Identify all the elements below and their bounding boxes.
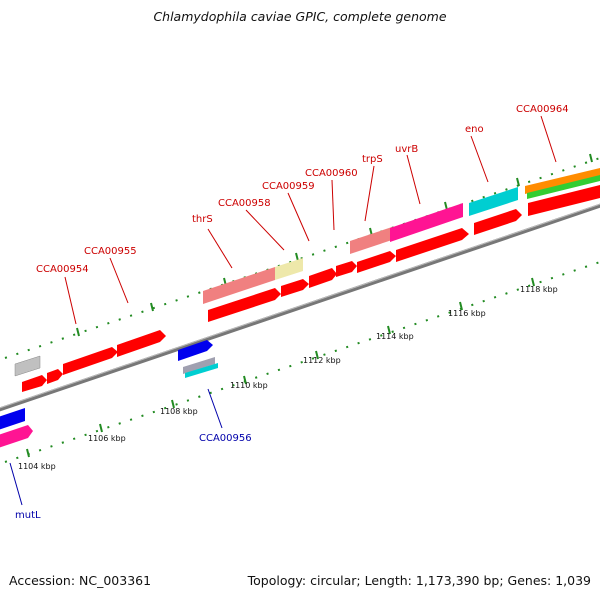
cds-block-cca00956 [185,363,218,378]
label-leaders [9,115,557,506]
tick-label: 1114 kbp [376,332,414,341]
lower-major-ticks [26,277,535,458]
gene-block-thrS [203,267,275,304]
tick-label: 1108 kbp [160,407,198,416]
upper-tick-row [4,157,600,359]
lower-tick-row [4,261,600,463]
gene-block-cca00964-green [527,175,600,199]
genome-summary-text: Topology: circular; Length: 1,173,390 bp… [247,573,591,588]
gene-label-cca00960: CCA00960 [305,168,358,179]
gene-block-uvrB [390,203,463,242]
gene-features [0,168,600,448]
cds-arrow-trpS [357,251,396,273]
gene-label-cca00964: CCA00964 [516,104,569,115]
cds-arrow-uvrB [396,228,469,262]
cds-arrow-cca00960 [336,261,357,277]
cds-arrow [47,369,63,384]
cds-arrow-cca00958 [281,279,309,297]
cds-arrow-cca00959 [309,268,337,288]
gene-label-cca00956: CCA00956 [199,433,252,444]
gene-label-trpS: trpS [362,154,383,165]
accession-text: Accession: NC_003361 [9,573,152,588]
tick-label: 1104 kbp [18,462,56,471]
gene-label-eno: eno [465,124,484,135]
gene-block-trpS [350,227,392,254]
gene-block-cca00958 [275,258,303,280]
gene-label-cca00958: CCA00958 [218,198,271,209]
gene-block-gray-2 [183,357,215,374]
cds-arrow [22,375,47,392]
tick-label: 1112 kbp [303,356,341,365]
gene-label-cca00959: CCA00959 [262,181,315,192]
tick-label: 1106 kbp [88,434,126,443]
map-title: Chlamydophila caviae GPIC, complete geno… [153,9,447,24]
gene-label-uvrB: uvrB [395,144,418,155]
gene-label-mutL: mutL [15,510,41,521]
gene-block-cca00964-orange [525,168,600,194]
genome-backbone [0,203,600,412]
genome-backbone-highlight [0,203,600,409]
gene-block-mutL [0,408,25,430]
cds-arrow-cca00964 [528,185,600,216]
gene-label-thrS: thrS [192,214,213,225]
tick-label: 1110 kbp [230,381,268,390]
gene-block-gray [14,355,41,377]
cds-arrow-cca00955 [117,330,166,357]
gene-block-cca00956 [178,340,213,361]
cds-arrow-thrS [208,288,281,322]
cds-arrow-eno [474,209,522,235]
gene-block-eno [469,187,518,216]
gene-label-cca00955: CCA00955 [84,246,137,257]
gene-label-cca00954: CCA00954 [36,264,89,275]
tick-label: 1118 kbp [520,285,558,294]
cds-arrow-cca00954 [63,347,118,375]
tick-label: 1116 kbp [448,309,486,318]
cds-arrow-mutL [0,425,33,448]
